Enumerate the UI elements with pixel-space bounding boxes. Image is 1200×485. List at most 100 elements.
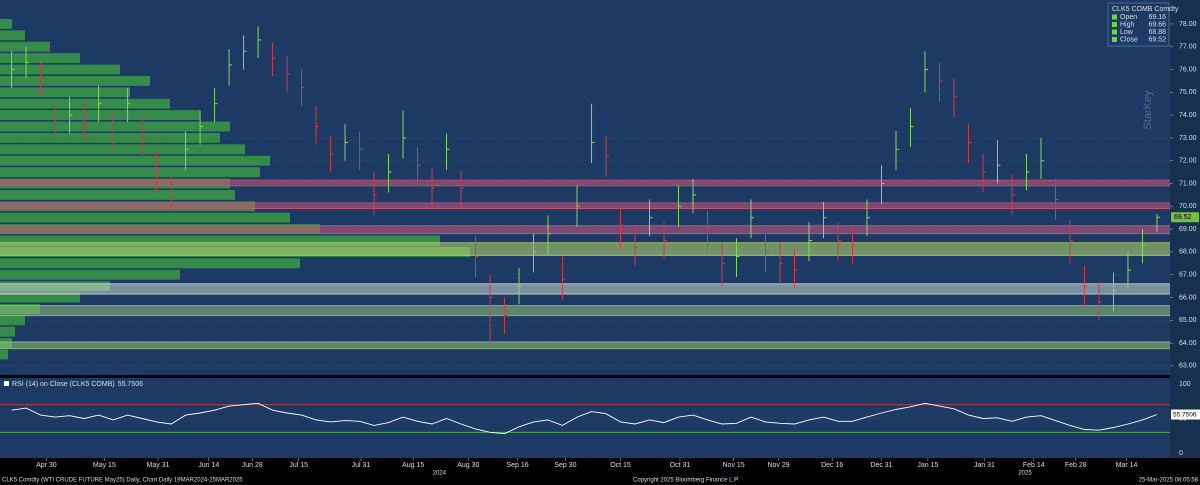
x-axis-strip (0, 458, 1200, 485)
legend-name: High (1120, 21, 1135, 28)
volume-profile-bar (0, 349, 8, 360)
x-tick-label: Nov 29 (767, 462, 789, 469)
y-tick-label: 71.00 (1179, 180, 1197, 187)
y-tick-label: 69.00 (1179, 226, 1197, 233)
legend-title: CLK5 COMB Comdty (1112, 6, 1179, 13)
legend-box (1107, 2, 1170, 47)
axis-strip (1170, 0, 1200, 458)
volume-profile-bar (0, 258, 300, 269)
y-tick-label: 78.00 (1179, 21, 1197, 28)
x-tick-label: Feb 28 (1065, 462, 1087, 469)
footer-left: CLK5 Comdty (WTI CRUDE FUTURE May25) Dai… (2, 478, 243, 484)
y-tick-label: 67.00 (1179, 272, 1197, 279)
level-band (0, 283, 1170, 295)
level-band (0, 225, 1170, 234)
x-tick-label: Aug 30 (457, 462, 479, 469)
legend-value: 69.16 (1148, 14, 1166, 21)
y-tick-label: 63.00 (1179, 363, 1197, 370)
rsi-tick-label: 0 (1179, 450, 1183, 457)
volume-profile-bar (0, 18, 12, 29)
rsi-legend-swatch (4, 381, 9, 386)
y-tick-label: 70.00 (1179, 203, 1197, 210)
level-band (0, 202, 1170, 209)
volume-profile-bar (0, 315, 25, 326)
y-tick-label: 77.00 (1179, 44, 1197, 51)
rsi-panel (0, 378, 1170, 458)
y-tick-label: 76.00 (1179, 66, 1197, 73)
x-tick-label: Jan 31 (974, 462, 995, 469)
legend-name: Close (1120, 36, 1138, 43)
x-tick-label: Sep 16 (506, 462, 528, 469)
y-tick-label: 66.00 (1179, 294, 1197, 301)
volume-profile-bar (0, 326, 15, 337)
legend-value: 68.88 (1148, 29, 1166, 36)
volume-profile-bar (0, 269, 180, 280)
x-tick-label: Oct 31 (670, 462, 691, 469)
volume-profile-bar (0, 110, 200, 121)
rsi-tick-label: 100 (1179, 381, 1191, 388)
y-tick-label: 72.00 (1179, 158, 1197, 165)
x-tick-label: Aug 15 (402, 462, 424, 469)
legend-value: 69.66 (1148, 21, 1166, 28)
x-tick-label: Jun 28 (242, 462, 263, 469)
x-tick-label: Oct 15 (610, 462, 631, 469)
x-tick-label: Jul 31 (352, 462, 371, 469)
rsi-tag-label: 55.7506 (1173, 411, 1197, 418)
rsi-line (11, 402, 1158, 435)
volume-profile-bar (0, 155, 270, 166)
y-tick-label: 75.00 (1179, 89, 1197, 96)
year-label: 2024 (433, 471, 447, 477)
volume-profile-bar (0, 41, 50, 52)
volume-profile-bar (0, 121, 230, 132)
volume-profile-bar (0, 292, 80, 303)
watermark: StarKey (1142, 90, 1154, 130)
volume-profile-bar (0, 144, 245, 155)
volume-profile-bar (0, 189, 235, 200)
x-tick-label: Feb 14 (1023, 462, 1045, 469)
footer-center: Copyright 2025 Bloomberg Finance L.P. (633, 478, 739, 484)
volume-profile-bar (0, 98, 170, 109)
rsi-label-value: 55.7506 (118, 381, 143, 388)
year-label: 2025 (1018, 471, 1032, 477)
last-price-tag (1171, 212, 1199, 223)
x-tick-label: Jan 15 (917, 462, 938, 469)
legend-name: Open (1120, 14, 1137, 21)
volume-profile-bar (0, 64, 120, 75)
x-tick-label: Mar 14 (1116, 462, 1138, 469)
legend-swatch (1112, 14, 1117, 20)
volume-profile-bar (0, 235, 440, 246)
legend-swatch (1112, 37, 1117, 42)
y-tick-label: 68.00 (1179, 249, 1197, 256)
y-tick-label: 74.00 (1179, 112, 1197, 119)
x-tick-label: May 15 (93, 462, 116, 469)
x-tick-label: Apr 30 (36, 462, 57, 469)
legend-swatch (1112, 29, 1117, 35)
level-band (0, 341, 1170, 349)
volume-profile-bar (0, 75, 150, 86)
legend-name: Low (1120, 29, 1134, 36)
level-band (0, 305, 1170, 316)
y-tick-label: 64.00 (1179, 340, 1197, 347)
x-tick-label: Jul 15 (289, 462, 308, 469)
rsi-label: RSI (14) on Close (CLK5 COMB) (12, 381, 115, 388)
level-band (0, 180, 1170, 186)
last-price-label: 69.52 (1174, 214, 1192, 221)
y-tick-label: 65.00 (1179, 317, 1197, 324)
footer-right: 25-Mar-2025 08:05:58 (1139, 478, 1199, 484)
x-tick-label: Sep 30 (554, 462, 576, 469)
legend-value: 69.52 (1148, 36, 1166, 43)
volume-profile-bar (0, 30, 25, 41)
volume-profile-bar (0, 87, 130, 98)
volume-profile-bar (0, 212, 290, 223)
legend-swatch (1112, 22, 1117, 27)
volume-profile-bar (0, 167, 260, 178)
x-tick-label: Dec 16 (821, 462, 843, 469)
level-band (0, 242, 1170, 256)
x-tick-label: Dec 31 (870, 462, 892, 469)
rsi-tag (1171, 409, 1200, 420)
x-tick-label: Jun 14 (198, 462, 219, 469)
x-tick-label: Nov 15 (723, 462, 745, 469)
